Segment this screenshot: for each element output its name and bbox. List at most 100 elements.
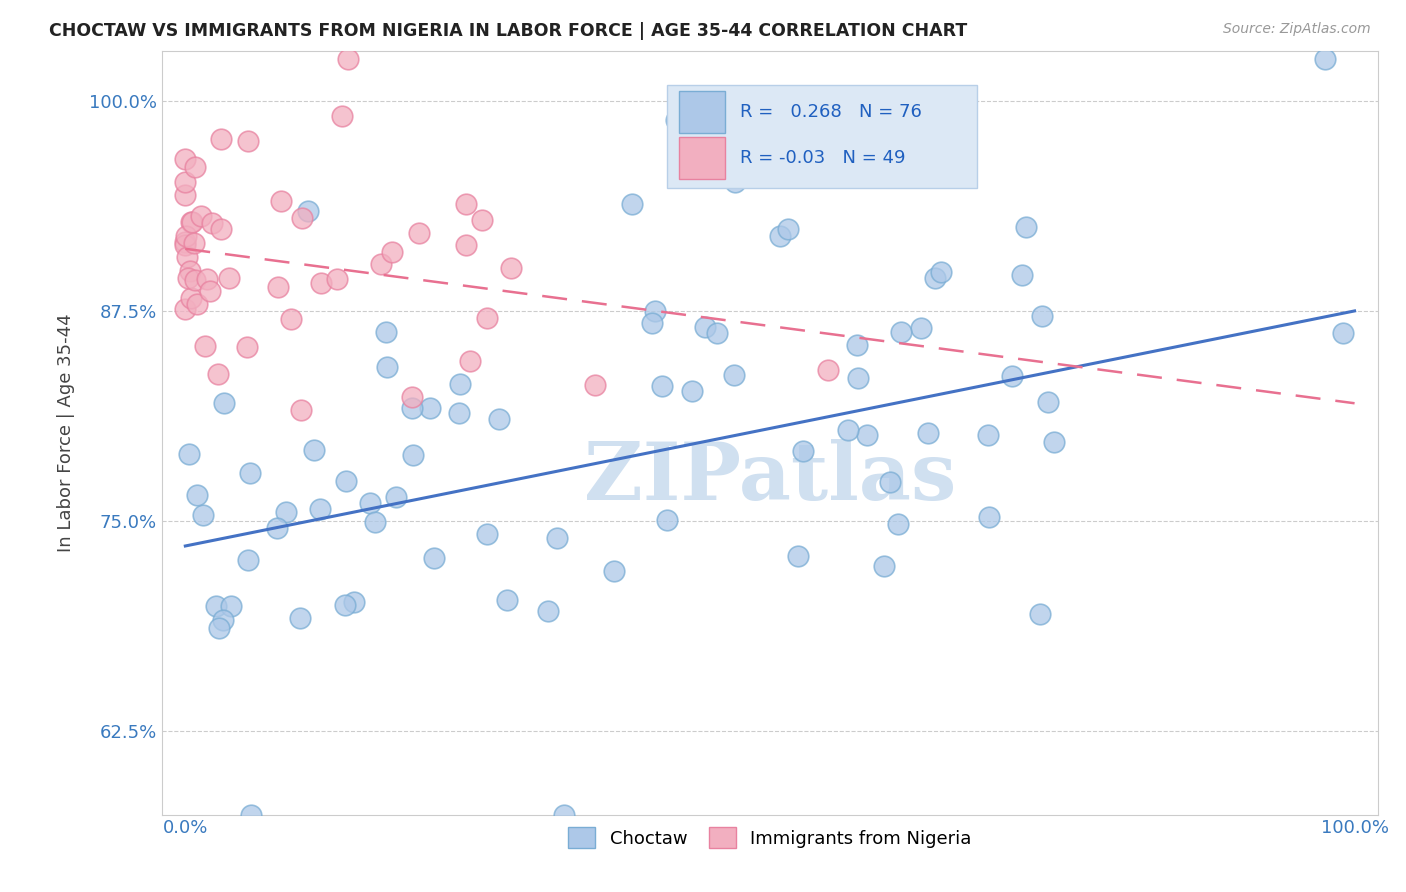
Point — [267, 280, 290, 294]
Point — [336, 52, 359, 66]
Point — [890, 325, 912, 339]
Point — [236, 134, 259, 148]
Point — [537, 604, 560, 618]
Point — [330, 109, 353, 123]
Point — [309, 502, 332, 516]
Point — [274, 505, 297, 519]
Point — [603, 564, 626, 578]
Point — [401, 401, 423, 416]
Point — [302, 443, 325, 458]
Point — [977, 510, 1000, 524]
Point — [778, 221, 800, 235]
Point — [221, 599, 243, 614]
Point — [454, 238, 477, 252]
Point — [1315, 52, 1337, 66]
Point — [335, 474, 357, 488]
Point — [471, 213, 494, 227]
Point — [665, 112, 688, 127]
Point — [190, 209, 212, 223]
Point — [644, 303, 666, 318]
Point — [239, 807, 262, 822]
Point — [209, 221, 232, 235]
Point — [174, 175, 197, 189]
Point — [359, 496, 381, 510]
Point — [207, 368, 229, 382]
Point — [326, 272, 349, 286]
Point — [201, 215, 224, 229]
Point — [174, 235, 197, 249]
Point — [917, 425, 939, 440]
Point — [873, 559, 896, 574]
Point — [817, 362, 839, 376]
Point — [270, 194, 292, 208]
Point — [174, 302, 197, 317]
Point — [848, 371, 870, 385]
Point — [402, 448, 425, 462]
Point — [924, 271, 946, 285]
Point — [1001, 369, 1024, 384]
Point — [641, 316, 664, 330]
Point — [179, 447, 201, 461]
Point — [291, 211, 314, 226]
Point — [977, 428, 1000, 442]
Point — [1036, 395, 1059, 409]
Point — [218, 270, 240, 285]
Point — [706, 326, 728, 340]
Bar — [679, 136, 725, 178]
Point — [495, 593, 517, 607]
Point — [553, 807, 575, 822]
Point — [546, 532, 568, 546]
Point — [194, 339, 217, 353]
Point — [212, 396, 235, 410]
Point — [931, 264, 953, 278]
Point — [693, 320, 716, 334]
Text: Source: ZipAtlas.com: Source: ZipAtlas.com — [1223, 22, 1371, 37]
Point — [364, 515, 387, 529]
Point — [209, 132, 232, 146]
Point — [837, 424, 859, 438]
Point — [186, 488, 208, 502]
Point — [238, 552, 260, 566]
Point — [423, 550, 446, 565]
Point — [370, 257, 392, 271]
Point — [1031, 309, 1053, 323]
Point — [887, 516, 910, 531]
Point — [792, 443, 814, 458]
Point — [181, 215, 204, 229]
Text: CHOCTAW VS IMMIGRANTS FROM NIGERIA IN LABOR FORCE | AGE 35-44 CORRELATION CHART: CHOCTAW VS IMMIGRANTS FROM NIGERIA IN LA… — [49, 22, 967, 40]
Point — [724, 176, 747, 190]
Point — [343, 595, 366, 609]
Point — [205, 599, 228, 614]
Point — [174, 229, 197, 244]
Text: R = -0.03   N = 49: R = -0.03 N = 49 — [740, 149, 905, 167]
Point — [488, 412, 510, 426]
Point — [375, 360, 398, 375]
Point — [280, 312, 302, 326]
Point — [1331, 326, 1354, 341]
Y-axis label: In Labor Force | Age 35-44: In Labor Force | Age 35-44 — [58, 313, 75, 552]
Point — [655, 513, 678, 527]
Point — [290, 403, 312, 417]
Point — [384, 490, 406, 504]
Point — [236, 340, 259, 354]
Point — [419, 401, 441, 416]
Point — [1011, 268, 1033, 282]
Point — [333, 598, 356, 612]
Point — [239, 467, 262, 481]
Point — [449, 406, 471, 420]
Point — [180, 291, 202, 305]
Point — [184, 161, 207, 175]
Point — [174, 187, 197, 202]
Point — [297, 203, 319, 218]
Point — [723, 368, 745, 382]
Point — [401, 390, 423, 404]
Point — [174, 237, 197, 252]
Point — [458, 354, 481, 368]
Point — [769, 228, 792, 243]
Point — [910, 321, 932, 335]
Point — [174, 152, 197, 166]
Point — [186, 297, 208, 311]
Point — [208, 621, 231, 635]
Point — [879, 475, 901, 489]
Text: ZIPatlas: ZIPatlas — [583, 440, 956, 517]
